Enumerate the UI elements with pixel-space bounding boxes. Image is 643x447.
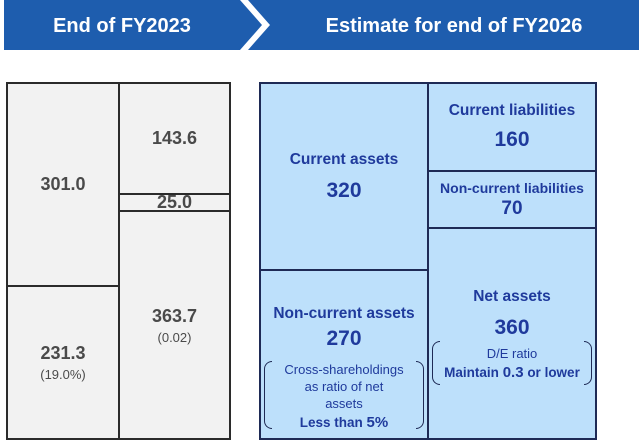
fy2026-current-liabilities-block: Current liabilities 160 (427, 82, 597, 172)
fy2023-current-assets-block: 301.0 (6, 82, 120, 287)
de-target-value: 0.3 (502, 364, 524, 381)
cross-note-target: Less than 5% (273, 414, 415, 431)
cross-note-target-prefix: Less than (299, 415, 363, 430)
fy2026-non-current-assets-label: Non-current assets (273, 305, 415, 322)
fy2026-non-current-assets-block: Non-current assets 270 Cross-shareholdin… (259, 269, 429, 440)
fy2023-current-liabilities-block: 143.6 (118, 82, 231, 195)
de-target-prefix: Maintain (444, 365, 499, 380)
fy2026-net-assets-value: 360 (494, 316, 530, 339)
fy2026-net-assets-block: Net assets 360 D/E ratio Maintain 0.3 or… (427, 227, 597, 440)
fy2023-non-current-assets-value: 231.3 (40, 343, 86, 363)
cross-note-line-3: assets (325, 396, 363, 411)
de-ratio-label: D/E ratio (486, 346, 538, 361)
fy2026-header: Estimate for end of FY2026 (325, 15, 583, 37)
fy2026-current-assets-value: 320 (326, 178, 362, 202)
fy2026-current-liabilities-value: 160 (494, 128, 530, 151)
fy2023-header: End of FY2023 (53, 15, 191, 37)
header-banners (4, 0, 639, 50)
fy2023-current-liabilities-value: 143.6 (151, 128, 198, 148)
fy2023-non-current-liabilities-value: 25.0 (156, 193, 193, 212)
cross-note-line-2: as ratio of net (304, 379, 384, 394)
fy2026-non-current-liabilities-label: Non-current liabilities (440, 179, 584, 196)
fy2026-net-assets-label: Net assets (473, 288, 551, 305)
fy2023-current-assets-value: 301.0 (40, 174, 86, 194)
de-ratio-target: Maintain 0.3 or lower (435, 364, 589, 381)
fy2023-de-ratio: (0.02) (157, 329, 192, 345)
fy2026-non-current-liabilities-block: Non-current liabilities 70 (427, 170, 597, 229)
fy2026-non-current-liabilities-value: 70 (501, 197, 523, 219)
fy2026-current-liabilities-label: Current liabilities (448, 102, 576, 119)
fy2026-non-current-assets-value: 270 (326, 327, 362, 350)
de-ratio-note: D/E ratio Maintain 0.3 or lower (435, 345, 589, 381)
cross-note-target-value: 5% (366, 414, 389, 431)
fy2026-banner (248, 0, 639, 50)
fy2023-non-current-assets-ratio: (19.0%) (40, 367, 86, 382)
cross-note-line-1: Cross-shareholdings (284, 362, 404, 377)
fy2023-net-assets-block: 363.7 (0.02) (118, 210, 231, 440)
fy2026-current-assets-label: Current assets (289, 150, 399, 168)
fy2023-net-assets-value: 363.7 (151, 305, 198, 326)
cross-shareholdings-note: Cross-shareholdings as ratio of net asse… (273, 361, 415, 431)
cross-note-right-bracket (416, 361, 424, 429)
fy2023-non-current-assets-block: 231.3 (19.0%) (6, 285, 120, 440)
de-target-suffix: or lower (527, 365, 580, 380)
fy2026-current-assets-block: Current assets 320 (259, 82, 429, 271)
fy2023-banner (4, 0, 262, 50)
cross-note-left-bracket (264, 361, 272, 429)
